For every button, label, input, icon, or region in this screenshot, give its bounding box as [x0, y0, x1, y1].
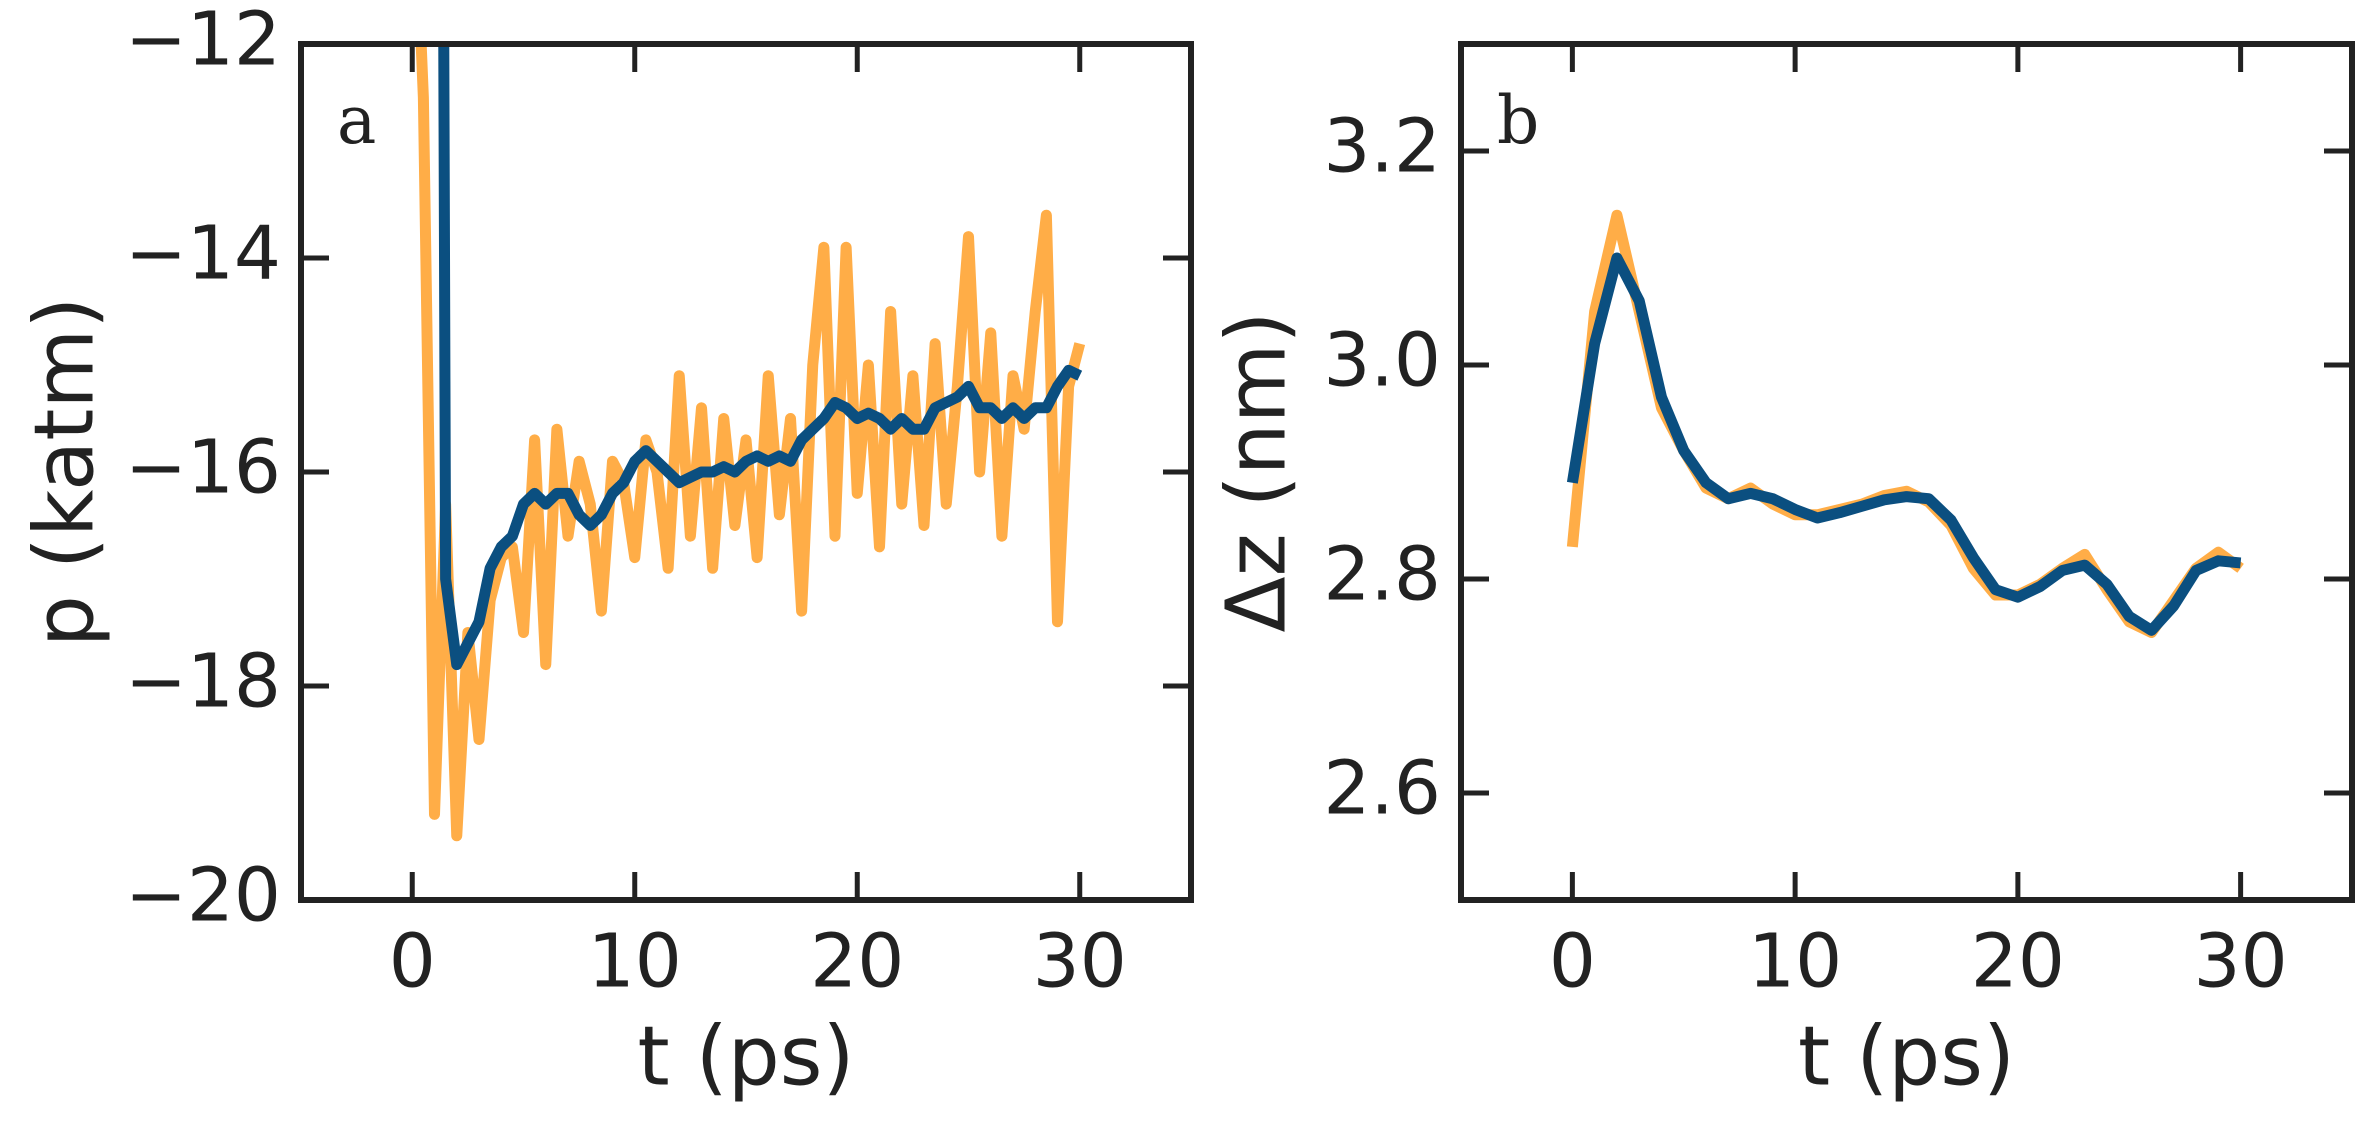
data-line — [438, 44, 1083, 671]
x-tick-label: 20 — [1971, 919, 2065, 1005]
x-tick-label: 10 — [1748, 919, 1842, 1005]
x-axis-label: t (ps) — [638, 1009, 855, 1104]
y-tick-label: −20 — [125, 853, 281, 939]
plot-frame — [1458, 41, 2355, 903]
y-tick-label: −16 — [125, 425, 281, 511]
y-tick-label: 3.2 — [1323, 104, 1441, 190]
x-tick-label: 30 — [2194, 919, 2288, 1005]
y-tick-label: 2.6 — [1323, 746, 1441, 832]
y-axis-label: p (katm) — [17, 297, 112, 647]
data-line — [415, 44, 1086, 842]
y-tick-label: −14 — [125, 211, 281, 297]
panel: 0 10 20 30 −20 −18 −16 −14 −12 t (ps) p (katm) a — [17, 0, 1194, 1104]
x-tick-label: 0 — [389, 919, 436, 1005]
panel: 0 10 20 30 2.6 2.8 3.0 3.2 t (ps) Δz (nm) b — [1209, 41, 2355, 1104]
y-tick-label: 2.8 — [1323, 532, 1441, 618]
x-axis-label: t (ps) — [1798, 1009, 2015, 1104]
x-tick-label: 0 — [1549, 919, 1596, 1005]
y-tick-label: 3.0 — [1323, 318, 1441, 404]
x-tick-label: 30 — [1033, 919, 1127, 1005]
x-tick-label: 20 — [810, 919, 904, 1005]
panel-label: a — [337, 82, 376, 159]
y-tick-label: −18 — [125, 639, 281, 725]
data-line — [1566, 252, 2242, 636]
y-axis-label: Δz (nm) — [1209, 311, 1304, 632]
y-tick-label: −12 — [125, 0, 281, 83]
x-tick-label: 10 — [588, 919, 682, 1005]
panel-label: b — [1497, 82, 1539, 159]
